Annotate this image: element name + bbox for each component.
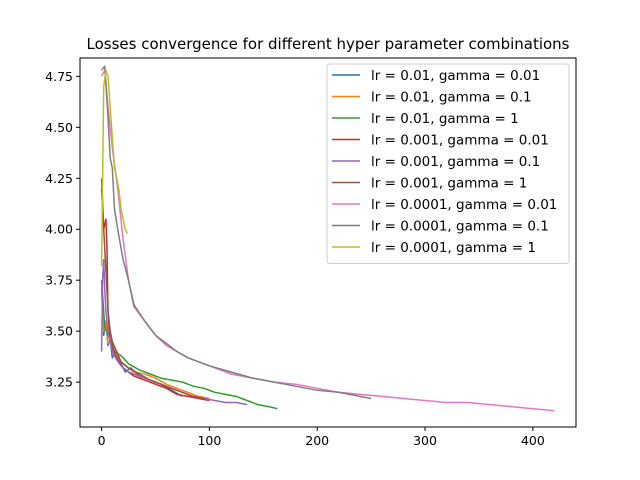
legend-label: lr = 0.001, gamma = 0.01	[371, 133, 549, 149]
legend-label: lr = 0.0001, gamma = 1	[371, 240, 536, 256]
x-tick-label: 300	[413, 433, 437, 448]
legend: lr = 0.01, gamma = 0.01 lr = 0.01, gamma …	[326, 63, 570, 264]
x-tick-label: 200	[305, 433, 329, 448]
legend-box	[326, 63, 570, 264]
x-tick-label: 100	[197, 433, 221, 448]
legend-label: lr = 0.0001, gamma = 0.01	[371, 197, 557, 213]
legend-label: lr = 0.01, gamma = 0.01	[371, 68, 540, 84]
series-line-9	[100, 69, 129, 266]
series-line-7	[100, 69, 555, 412]
legend-label: lr = 0.0001, gamma = 0.1	[371, 219, 549, 235]
legend-label: lr = 0.001, gamma = 1	[371, 176, 527, 192]
x-tick-label: 400	[521, 433, 545, 448]
legend-label: lr = 0.01, gamma = 1	[371, 111, 519, 127]
series-line-8	[101, 65, 372, 400]
legend-label: lr = 0.01, gamma = 0.1	[371, 90, 532, 106]
chart-title: Losses convergence for different hyper p…	[86, 35, 569, 53]
y-tick-label: 4.00	[45, 222, 73, 237]
series-line-5	[100, 259, 248, 406]
series-lines	[100, 65, 555, 412]
y-tick-label: 4.75	[45, 69, 73, 84]
y-tick-label: 4.50	[45, 120, 73, 135]
series-line-3	[100, 280, 278, 410]
series-line-6	[100, 178, 205, 400]
y-tick-label: 3.75	[45, 273, 73, 288]
x-axis: 0 100 200 300 400	[98, 427, 545, 448]
y-tick-label: 3.50	[45, 324, 73, 339]
y-tick-label: 4.25	[45, 171, 73, 186]
axes-frame	[79, 57, 577, 428]
legend-label: lr = 0.001, gamma = 0.1	[371, 154, 540, 170]
y-tick-label: 3.25	[45, 375, 73, 390]
y-axis: 3.25 3.50 3.75 4.00 4.25 4.50 4.75	[45, 69, 80, 390]
x-tick-label: 0	[98, 433, 106, 448]
